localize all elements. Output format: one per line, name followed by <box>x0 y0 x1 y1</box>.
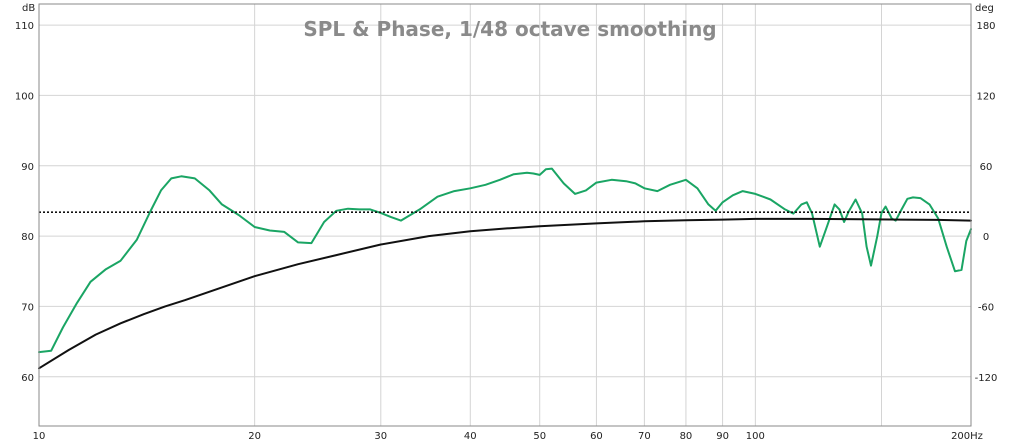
x-tick-label: 30 <box>374 431 387 442</box>
x-tick-label: 20 <box>248 431 261 442</box>
x-tick-label: 70 <box>638 431 651 442</box>
right-axis-unit: deg <box>975 3 994 14</box>
y-left-tick-label: 90 <box>21 162 34 173</box>
y-right-tick-label: -120 <box>975 373 998 384</box>
y-left-tick-label: 70 <box>21 302 34 313</box>
x-tick-label: 40 <box>464 431 477 442</box>
series-layer <box>38 167 972 370</box>
y-left-tick-label: 60 <box>21 373 34 384</box>
x-tick-label: 60 <box>590 431 603 442</box>
y-left-tick-label: 80 <box>21 232 34 243</box>
x-tick-label: 80 <box>680 431 693 442</box>
x-tick-label: 90 <box>716 431 729 442</box>
y-right-tick-label: 180 <box>976 21 995 32</box>
plot-frame <box>38 3 972 427</box>
x-tick-label: 200Hz <box>951 431 983 442</box>
y-right-tick-label: 120 <box>976 91 995 102</box>
y-right-tick-label: 0 <box>983 232 989 243</box>
x-tick-label: 100 <box>746 431 765 442</box>
y-left-tick-label: 110 <box>15 21 34 32</box>
y-left-tick-label: 100 <box>15 91 34 102</box>
chart-title: SPL & Phase, 1/48 octave smoothing <box>303 17 716 41</box>
spl-green-curve <box>38 167 972 354</box>
left-axis-unit: dB <box>22 3 35 14</box>
x-tick-label: 10 <box>33 431 46 442</box>
y-right-tick-label: -60 <box>978 302 994 313</box>
black-curve <box>38 217 972 370</box>
tick-labels: 10 20 30 40 50 60 70 80 90 100 200Hz 60 70 80 90 100 110… <box>15 21 997 442</box>
x-tick-label: 50 <box>533 431 546 442</box>
y-right-tick-label: 60 <box>980 162 993 173</box>
